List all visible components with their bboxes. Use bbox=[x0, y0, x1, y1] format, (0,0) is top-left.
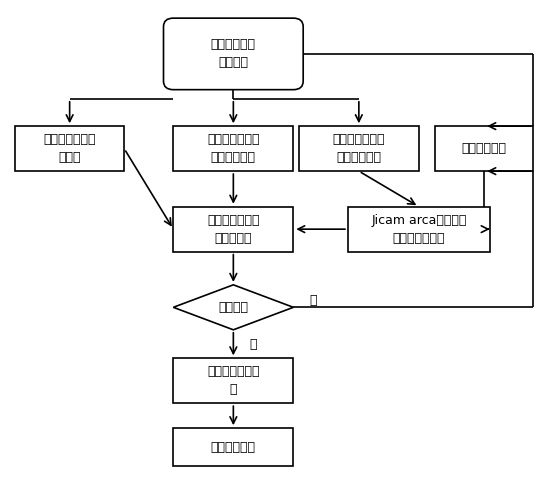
Text: 是: 是 bbox=[250, 337, 257, 350]
Polygon shape bbox=[173, 285, 294, 330]
Bar bbox=[348, 207, 490, 252]
FancyBboxPatch shape bbox=[163, 18, 303, 90]
Text: 研讨改进设计方
案: 研讨改进设计方 案 bbox=[207, 365, 260, 396]
Bar bbox=[299, 126, 419, 171]
Bar bbox=[173, 358, 294, 403]
Text: 修改设计方案: 修改设计方案 bbox=[462, 142, 507, 155]
Text: 仿真、实验结果
的对比分析: 仿真、实验结果 的对比分析 bbox=[207, 214, 260, 245]
Bar bbox=[173, 126, 294, 171]
Text: 满足要求: 满足要求 bbox=[218, 301, 248, 314]
Text: 非相干散射软件
雷达验证测试: 非相干散射软件 雷达验证测试 bbox=[207, 133, 260, 164]
Bar bbox=[435, 126, 534, 171]
Text: 否: 否 bbox=[310, 294, 317, 307]
Text: 雷达差分相位
探测方法: 雷达差分相位 探测方法 bbox=[211, 39, 256, 69]
Text: 三亚非相干散射
雷达验证测试: 三亚非相干散射 雷达验证测试 bbox=[332, 133, 385, 164]
Bar bbox=[15, 126, 124, 171]
Bar bbox=[173, 207, 294, 252]
Bar bbox=[173, 428, 294, 466]
Text: 完成设计方案: 完成设计方案 bbox=[211, 441, 256, 454]
Text: Jicam arca非相干散
射雷达验证实验: Jicam arca非相干散 射雷达验证实验 bbox=[371, 214, 466, 245]
Text: 计算机仿真与建
模研究: 计算机仿真与建 模研究 bbox=[43, 133, 96, 164]
